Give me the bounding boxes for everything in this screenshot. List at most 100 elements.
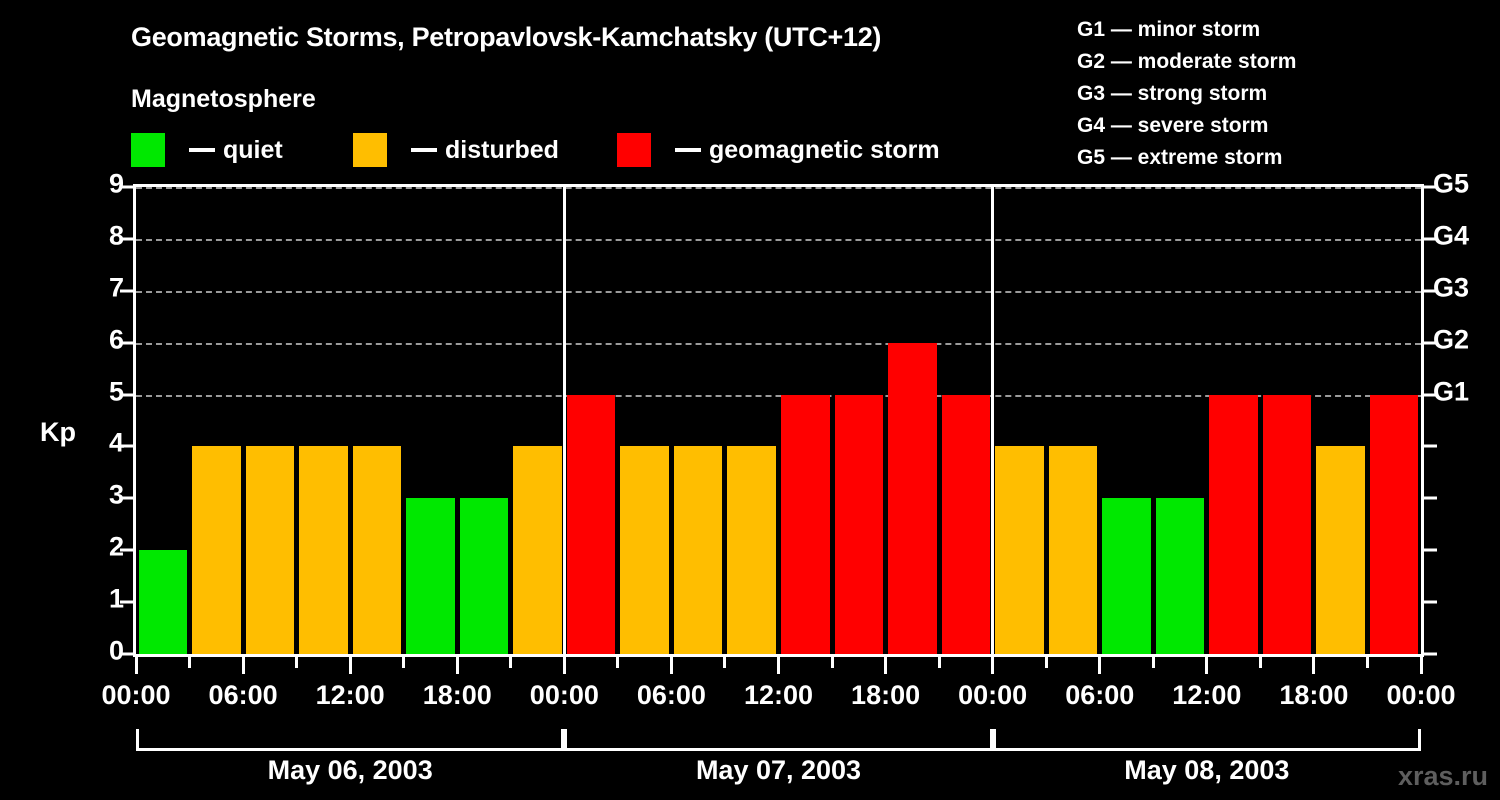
- x-tick-mark: [1258, 657, 1262, 668]
- y-tick-mark: [120, 289, 133, 293]
- disturbed-swatch: [353, 133, 387, 167]
- day-separator: [562, 187, 566, 654]
- y-tick-mark: [120, 496, 133, 500]
- x-tick-label: 18:00: [1279, 680, 1349, 710]
- x-tick-mark: [509, 657, 513, 668]
- bar: [727, 446, 776, 654]
- day-bracket: [992, 729, 1421, 751]
- gridline: [136, 290, 1421, 293]
- x-tick-label: 12:00: [743, 680, 814, 710]
- legend-item-quiet: quiet: [131, 131, 283, 169]
- y-tick-mark: [120, 341, 133, 345]
- legend-label: geomagnetic storm: [709, 135, 940, 164]
- x-tick-mark: [1312, 657, 1316, 674]
- x-tick-mark: [1365, 657, 1369, 668]
- g-legend-row-g1: G1 — minor storm: [1077, 18, 1261, 41]
- g-axis-tick-mark: [1424, 496, 1437, 500]
- bar: [459, 498, 509, 654]
- legend-dash-icon: [411, 148, 437, 152]
- day-label: May 07, 2003: [695, 755, 862, 785]
- g-scale-axis: G1 G2 G3 G4 G5: [1433, 169, 1495, 657]
- x-tick-mark: [348, 657, 352, 674]
- y-tick-label: 0: [108, 635, 124, 666]
- x-tick-label: 00:00: [958, 680, 1028, 710]
- y-tick-mark: [120, 652, 133, 656]
- x-tick-label: 00:00: [101, 680, 171, 710]
- x-tick-mark: [991, 657, 995, 674]
- g-axis-tick-mark: [1424, 237, 1437, 241]
- x-tick-label: 00:00: [1386, 680, 1456, 710]
- g-legend-row-g4: G4 — severe storm: [1077, 114, 1269, 137]
- x-tick-mark: [134, 657, 138, 674]
- x-tick-mark: [669, 657, 673, 674]
- plot-area: [133, 184, 1424, 657]
- y-tick-mark: [120, 393, 133, 397]
- y-axis-labels: 0 1 2 3 4 5 6 7 8 9: [88, 169, 124, 666]
- x-tick-mark: [884, 657, 888, 674]
- bar: [1102, 498, 1151, 654]
- day-bracket: [136, 729, 565, 751]
- legend-label: disturbed: [445, 135, 559, 164]
- legend-dash-icon: [675, 148, 701, 152]
- g-axis-tick-mark: [1424, 444, 1437, 448]
- bar: [673, 446, 723, 654]
- bar: [620, 446, 669, 654]
- day-brackets: May 06, 2003 May 07, 2003 May 08, 2003: [0, 729, 1500, 799]
- bar: [1048, 446, 1098, 654]
- x-tick-mark: [241, 657, 245, 674]
- x-tick-mark: [455, 657, 459, 674]
- y-tick-label: 5: [108, 376, 124, 407]
- y-tick-label: 9: [108, 168, 124, 199]
- y-tick-label: 1: [108, 583, 124, 614]
- bar: [1262, 394, 1312, 654]
- bar: [299, 446, 348, 654]
- y-tick-mark: [120, 600, 133, 604]
- legend-dash-icon: [189, 148, 215, 152]
- x-tick-label: 12:00: [315, 680, 385, 710]
- day-bracket: [564, 729, 993, 751]
- legend-label: quiet: [223, 135, 283, 164]
- y-tick-mark: [120, 548, 133, 552]
- bar: [1155, 498, 1205, 654]
- y-axis-title: Kp: [40, 417, 76, 447]
- x-tick-label: 18:00: [422, 680, 492, 710]
- x-axis-labels: 00:00 06:00 12:00 18:00 00:00 06:00 12:00 18:00…: [0, 680, 1500, 720]
- bar: [1209, 394, 1258, 654]
- day-label: May 06, 2003: [267, 755, 433, 785]
- y-tick-label: 8: [108, 220, 124, 251]
- g-legend-row-g3: G3 — strong storm: [1077, 82, 1268, 105]
- bar: [138, 550, 188, 654]
- g-axis-tick-mark: [1424, 289, 1437, 293]
- bar: [566, 394, 616, 654]
- x-tick-mark: [723, 657, 727, 668]
- bar: [406, 498, 455, 654]
- gridline: [136, 187, 1421, 189]
- x-tick-mark: [562, 657, 566, 674]
- x-tick-label: 00:00: [529, 680, 599, 710]
- g-axis-tick-mark: [1424, 393, 1437, 397]
- x-tick-mark: [777, 657, 780, 674]
- watermark: xras.ru: [1397, 761, 1488, 791]
- y-tick-mark: [120, 185, 133, 189]
- g-axis-tick-mark: [1424, 185, 1437, 189]
- gridline: [136, 394, 1421, 397]
- bar: [781, 394, 830, 654]
- x-tick-mark: [1098, 657, 1102, 674]
- y-tick-label: 7: [108, 272, 124, 303]
- x-axis-ticks: [0, 657, 1500, 677]
- x-tick-mark: [616, 657, 620, 668]
- g-axis-tick-mark: [1424, 341, 1437, 345]
- bar: [245, 446, 295, 654]
- y-tick-label: 6: [108, 324, 124, 355]
- x-tick-label: 12:00: [1172, 680, 1242, 710]
- x-tick-mark: [1419, 657, 1423, 674]
- x-tick-label: 06:00: [208, 680, 278, 710]
- g-scale-legend: G1 — minor storm G2 — moderate storm G3 — …: [1077, 14, 1296, 174]
- bar: [192, 446, 241, 654]
- x-tick-label: 18:00: [851, 680, 921, 710]
- y-tick-label: 2: [108, 531, 124, 562]
- y-tick-label: 3: [108, 479, 124, 510]
- legend-item-geomagnetic-storm: geomagnetic storm: [617, 131, 940, 169]
- gridline: [136, 238, 1421, 241]
